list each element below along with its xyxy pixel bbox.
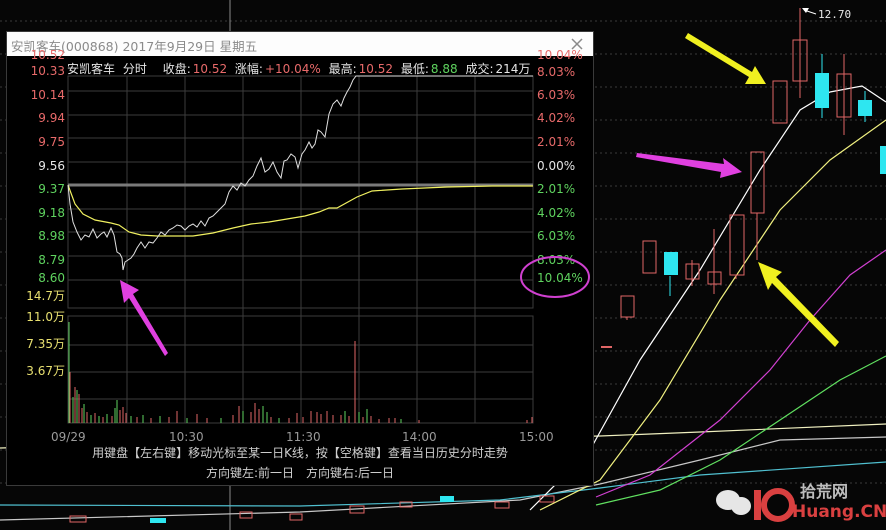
price-line [67,75,533,271]
wechat-icon [716,490,751,515]
time-tick: 11:30 [286,430,321,444]
pct-tick: 8.03% [537,253,576,267]
pct-tick: 4.02% [537,111,576,125]
price-tick: 10.14 [30,88,65,102]
intraday-chart[interactable] [7,32,593,487]
close-label: 收盘: [162,62,191,76]
intraday-dialog: 安凯客车(000868) 2017年9月29日 星期五 安凯客车 分时 收盘: 1… [6,31,594,486]
watermark-cn: 拾荒网 [800,482,849,501]
price-grid [67,75,534,423]
volume-tick: 14.7万 [26,289,65,303]
watermark-logo [716,488,795,522]
price-tick: 9.18 [38,206,65,220]
pct-tick: 8.03% [537,65,576,79]
price-tick: 9.75 [38,135,65,149]
change-value: +10.04% [264,62,321,76]
close-value: 10.52 [192,62,228,76]
price-tick: 9.94 [38,111,65,125]
dialog-titlebar[interactable]: 安凯客车(000868) 2017年9月29日 星期五 [7,32,593,56]
pct-tick: 2.01% [537,182,576,196]
pct-tick: 6.03% [537,229,576,243]
pct-tick: 10.04% [537,271,583,285]
price-tick: 8.98 [38,229,65,243]
high-price-label: 12.70 [818,8,852,21]
volume-tick: 7.35万 [26,337,65,351]
price-tick: 10.52 [30,48,65,62]
price-tick: 9.56 [38,159,65,173]
volume-bars [68,322,533,423]
highlight-circle [520,256,590,298]
arrow-key-hint: 方向键左:前一日 方向键右:后一日 [205,466,395,480]
price-tick: 9.37 [38,182,65,196]
dialog-title: 安凯客车(000868) 2017年9月29日 星期五 [11,39,258,54]
price-tick: 8.79 [38,253,65,267]
volume-value: 214万 [495,62,531,76]
pct-tick: 6.03% [537,88,576,102]
quote-info-bar: 安凯客车 分时 收盘: 10.52 涨幅: +10.04% 最高: 10.52 最低:… [67,60,534,77]
time-tick: 14:00 [402,430,437,444]
yellow-arrow-top-icon [685,33,766,84]
logo-number-icon [754,488,795,522]
low-value: 8.88 [430,62,458,76]
volume-grid [67,315,534,424]
time-tick: 15:00 [519,430,554,444]
price-tick: 8.60 [38,271,65,285]
high-value: 10.52 [358,62,394,76]
magenta-arrow-low-icon [120,280,168,356]
time-tick: 10:30 [169,430,204,444]
pct-tick: 10.04% [537,48,583,62]
magenta-arrow-right-icon [636,153,742,178]
pct-tick: 4.02% [537,206,576,220]
close-icon[interactable] [569,36,585,52]
change-label: 涨幅: [234,62,263,76]
yellow-arrow-bottom-icon [758,262,839,347]
keyboard-hint: 用键盘【左右键】移动光标至某一日K线，按【空格键】查看当日历史分时走势 [92,446,508,460]
volume-label: 成交: [465,62,494,76]
low-label: 最低: [400,62,429,76]
background-candles-bottom [69,495,555,523]
volume-tick: 3.67万 [26,364,65,378]
price-tick: 10.33 [30,64,65,78]
pct-tick: 0.00% [537,159,576,173]
high-label: 最高: [328,62,357,76]
watermark-en: Huang.CN [792,502,886,522]
stock-name: 安凯客车 [67,62,116,76]
high-price-marker-icon [802,8,817,15]
background-candles [601,8,886,348]
chart-mode: 分时 [122,62,147,76]
time-tick: 09/29 [51,430,86,444]
volume-tick: 11.0万 [26,310,65,324]
pct-tick: 2.01% [537,135,576,149]
average-price-line [67,184,533,237]
